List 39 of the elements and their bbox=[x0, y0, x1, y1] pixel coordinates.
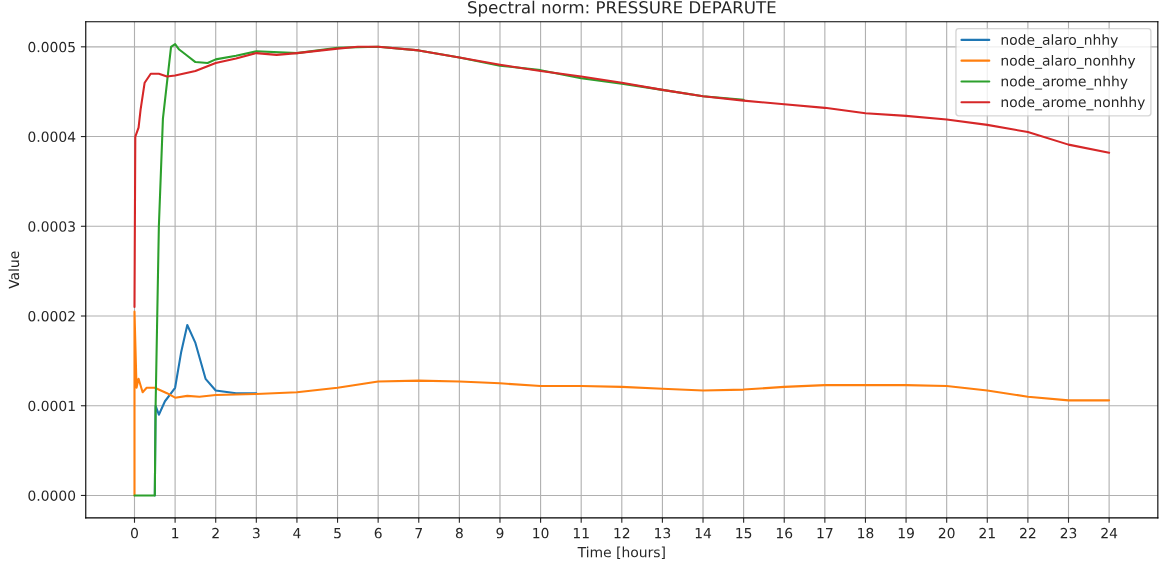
x-tick-label: 16 bbox=[776, 527, 793, 539]
legend-label: node_arome_nhhy bbox=[1001, 75, 1128, 90]
x-tick-label: 21 bbox=[979, 527, 995, 539]
legend-label: node_alaro_nhhy bbox=[1001, 34, 1118, 49]
x-tick-label: 8 bbox=[455, 527, 463, 539]
x-tick-label: 23 bbox=[1060, 527, 1077, 539]
y-tick-label: 0.0005 bbox=[28, 41, 75, 53]
x-tick-label: 9 bbox=[496, 527, 504, 539]
x-tick-label: 5 bbox=[334, 528, 341, 539]
x-tick-label: 18 bbox=[858, 527, 874, 539]
y-tick-label: 0.0003 bbox=[28, 221, 75, 232]
x-tick-label: 1 bbox=[172, 528, 179, 539]
y-axis-title: Value bbox=[8, 251, 20, 289]
x-tick-label: 11 bbox=[573, 528, 589, 539]
x-tick-label: 4 bbox=[293, 528, 301, 539]
x-tick-label: 2 bbox=[212, 527, 219, 539]
x-axis-title: Time [hours] bbox=[577, 546, 665, 559]
x-tick-label: 20 bbox=[938, 527, 955, 539]
chart-title: Spectral norm: PRESSURE DEPARUTE bbox=[468, 0, 776, 17]
x-tick-label: 17 bbox=[817, 528, 833, 539]
x-tick-label: 12 bbox=[614, 527, 630, 539]
x-tick-label: 10 bbox=[533, 527, 549, 539]
y-tick-label: 0.0002 bbox=[28, 310, 75, 322]
x-tick-label: 15 bbox=[736, 528, 752, 539]
legend-label: node_alaro_nonhhy bbox=[1001, 54, 1136, 69]
x-tick-label: 19 bbox=[898, 527, 914, 539]
legend-label: node_arome_nonhhy bbox=[1001, 96, 1145, 111]
line-series bbox=[133, 310, 1111, 497]
y-tick-label: 0.0001 bbox=[28, 400, 75, 412]
x-tick-label: 6 bbox=[374, 527, 382, 539]
x-tick-label: 24 bbox=[1101, 527, 1118, 539]
y-tick-label: 0.0000 bbox=[28, 490, 76, 501]
x-tick-label: 7 bbox=[415, 528, 422, 539]
x-tick-label: 3 bbox=[252, 527, 260, 539]
x-tick-label: 14 bbox=[695, 528, 712, 539]
x-tick-label: 0 bbox=[130, 527, 138, 539]
x-tick-label: 13 bbox=[655, 527, 671, 539]
x-tick-label: 22 bbox=[1020, 527, 1036, 539]
y-tick-label: 0.0004 bbox=[28, 131, 76, 143]
